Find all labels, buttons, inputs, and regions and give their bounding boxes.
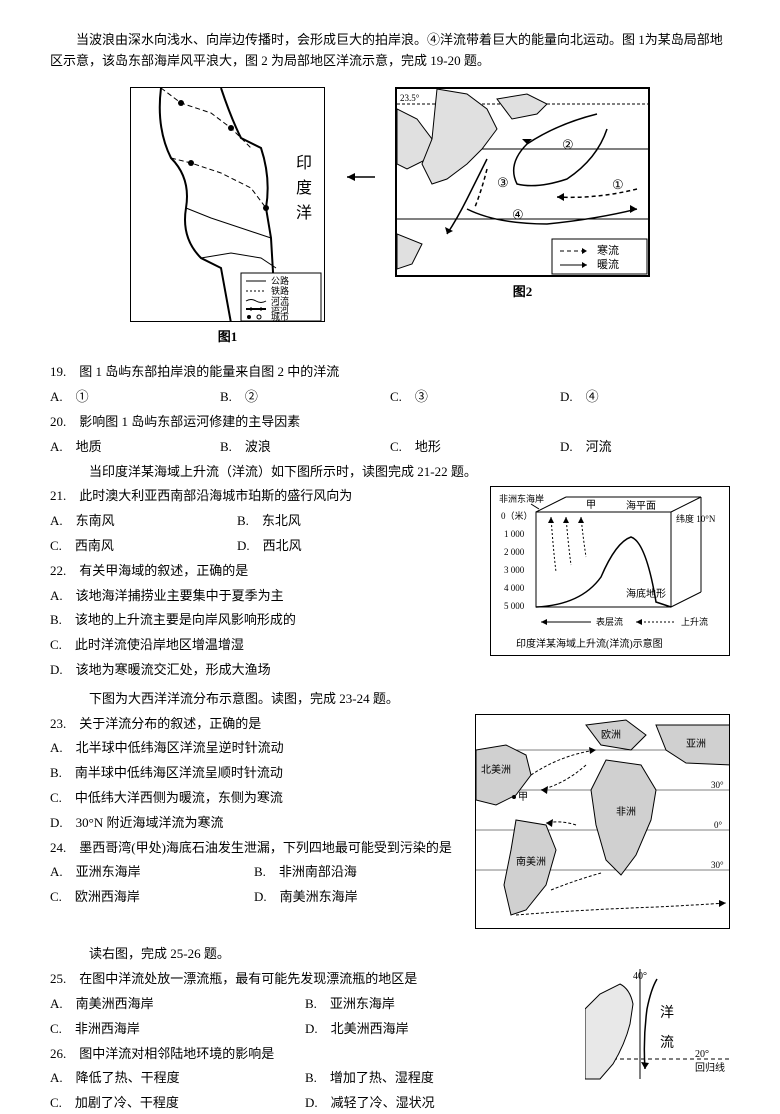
q21-c[interactable]: C. 西南风 bbox=[50, 536, 237, 557]
current-diagram-4: 40° 20° 回归线 洋 流 bbox=[585, 969, 730, 1096]
q25-c[interactable]: C. 非洲西海岸 bbox=[50, 1019, 305, 1040]
q20-stem: 20. 影响图 1 岛屿东部运河修建的主导因素 bbox=[50, 412, 730, 433]
figures-row: 印 度 洋 公路 铁路 河流 运河 城市 图1 23.5° bbox=[50, 87, 730, 348]
q20-a[interactable]: A. 地质 bbox=[50, 437, 220, 458]
svg-text:甲: 甲 bbox=[586, 500, 596, 511]
q20-options: A. 地质 B. 波浪 C. 地形 D. 河流 bbox=[50, 437, 730, 458]
map-figure-2: 23.5° ① ② ③ ④ 寒流 暖流 bbox=[395, 87, 650, 277]
svg-text:海平面: 海平面 bbox=[626, 499, 656, 512]
q24-c[interactable]: C. 欧洲西海岸 bbox=[50, 887, 254, 908]
svg-text:0（米）: 0（米） bbox=[501, 510, 533, 521]
svg-text:城市: 城市 bbox=[271, 311, 289, 322]
section-3-intro: 下图为大西洋洋流分布示意图。读图，完成 23-24 题。 bbox=[89, 689, 730, 710]
svg-text:1 000: 1 000 bbox=[504, 529, 525, 539]
q19-d[interactable]: D. ④ bbox=[560, 387, 730, 408]
svg-text:甲: 甲 bbox=[518, 792, 528, 803]
svg-text:表层流: 表层流 bbox=[596, 616, 623, 627]
svg-text:洋: 洋 bbox=[296, 204, 312, 222]
q20-d[interactable]: D. 河流 bbox=[560, 437, 730, 458]
q24-options-1: A. 亚洲东海岸 B. 非洲南部沿海 bbox=[50, 862, 458, 883]
svg-text:海底地形: 海底地形 bbox=[626, 587, 666, 600]
q26-options-1: A. 降低了热、干程度 B. 增加了热、湿程度 bbox=[50, 1068, 560, 1089]
q19-stem: 19. 图 1 岛屿东部拍岸浪的能量来自图 2 中的洋流 bbox=[50, 362, 730, 383]
svg-text:印: 印 bbox=[296, 154, 312, 172]
q24-a[interactable]: A. 亚洲东海岸 bbox=[50, 862, 254, 883]
q26-options-2: C. 加剧了冷、干程度 D. 减轻了冷、湿状况 bbox=[50, 1093, 560, 1114]
svg-text:23.5°: 23.5° bbox=[400, 93, 420, 103]
q19-a[interactable]: A. ① bbox=[50, 387, 220, 408]
q21-b[interactable]: B. 东北风 bbox=[237, 511, 424, 532]
svg-text:0°: 0° bbox=[714, 820, 723, 830]
section-4-intro: 读右图，完成 25-26 题。 bbox=[89, 944, 730, 965]
q19-c[interactable]: C. ③ bbox=[390, 387, 560, 408]
atlantic-diagram: 60° 30° 0° 30° 北美洲 欧洲 亚洲 非洲 南美洲 甲 bbox=[475, 714, 730, 936]
svg-text:寒流: 寒流 bbox=[597, 243, 619, 257]
q25-options-1: A. 南美洲西海岸 B. 亚洲东海岸 bbox=[50, 994, 560, 1015]
svg-text:北美洲: 北美洲 bbox=[481, 763, 511, 776]
fig2-caption: 图2 bbox=[513, 282, 533, 303]
q24-b[interactable]: B. 非洲南部沿海 bbox=[254, 862, 458, 883]
q26-c[interactable]: C. 加剧了冷、干程度 bbox=[50, 1093, 305, 1114]
q21-a[interactable]: A. 东南风 bbox=[50, 511, 237, 532]
q24-d[interactable]: D. 南美洲东海岸 bbox=[254, 887, 458, 908]
q19-options: A. ① B. ② C. ③ D. ④ bbox=[50, 387, 730, 408]
q20-b[interactable]: B. 波浪 bbox=[220, 437, 390, 458]
q21-options-1: A. 东南风 B. 东北风 bbox=[50, 511, 424, 532]
svg-text:欧洲: 欧洲 bbox=[601, 729, 621, 741]
svg-text:南美洲: 南美洲 bbox=[516, 855, 546, 868]
svg-text:3 000: 3 000 bbox=[504, 565, 525, 575]
svg-text:度: 度 bbox=[296, 179, 312, 197]
q26-d[interactable]: D. 减轻了冷、湿状况 bbox=[305, 1093, 560, 1114]
map-figure-1: 印 度 洋 公路 铁路 河流 运河 城市 bbox=[130, 87, 325, 322]
svg-text:上升流: 上升流 bbox=[681, 616, 708, 627]
svg-text:暖流: 暖流 bbox=[597, 257, 619, 271]
arrow-connector bbox=[345, 87, 375, 267]
q26-b[interactable]: B. 增加了热、湿程度 bbox=[305, 1068, 560, 1089]
q25-a[interactable]: A. 南美洲西海岸 bbox=[50, 994, 305, 1015]
svg-text:印度洋某海域上升流(洋流)示意图: 印度洋某海域上升流(洋流)示意图 bbox=[516, 637, 663, 650]
q21-d[interactable]: D. 西北风 bbox=[237, 536, 424, 557]
svg-text:②: ② bbox=[562, 137, 574, 152]
figure-2: 23.5° ① ② ③ ④ 寒流 暖流 图2 bbox=[395, 87, 650, 303]
svg-text:①: ① bbox=[612, 177, 624, 192]
svg-text:非洲东海岸: 非洲东海岸 bbox=[499, 493, 544, 504]
svg-text:公路: 公路 bbox=[271, 275, 289, 286]
intro-text: 当波浪由深水向浅水、向岸边传播时，会形成巨大的拍岸浪。④洋流带着巨大的能量向北运… bbox=[50, 30, 730, 72]
svg-text:非洲: 非洲 bbox=[616, 806, 636, 818]
section-2-intro: 当印度洋某海域上升流（洋流）如下图所示时，读图完成 21-22 题。 bbox=[89, 462, 730, 483]
q24-options-2: C. 欧洲西海岸 D. 南美洲东海岸 bbox=[50, 887, 458, 908]
q19-b[interactable]: B. ② bbox=[220, 387, 390, 408]
svg-text:亚洲: 亚洲 bbox=[686, 738, 706, 750]
svg-text:回归线: 回归线 bbox=[695, 1061, 725, 1074]
svg-text:③: ③ bbox=[497, 175, 509, 190]
upwelling-diagram: 非洲东海岸 甲 海平面 纬度 10°N 0（米） 1 000 2 000 3 0… bbox=[490, 486, 730, 663]
q26-a[interactable]: A. 降低了热、干程度 bbox=[50, 1068, 305, 1089]
figure-1: 印 度 洋 公路 铁路 河流 运河 城市 图1 bbox=[130, 87, 325, 348]
q25-options-2: C. 非洲西海岸 D. 北美洲西海岸 bbox=[50, 1019, 560, 1040]
svg-text:流: 流 bbox=[660, 1035, 674, 1051]
svg-text:40°: 40° bbox=[633, 971, 647, 982]
svg-text:2 000: 2 000 bbox=[504, 547, 525, 557]
q21-options-2: C. 西南风 D. 西北风 bbox=[50, 536, 424, 557]
svg-text:铁路: 铁路 bbox=[271, 285, 289, 296]
fig1-caption: 图1 bbox=[218, 327, 238, 348]
svg-text:纬度 10°N: 纬度 10°N bbox=[676, 513, 716, 524]
svg-text:4 000: 4 000 bbox=[504, 583, 525, 593]
q20-c[interactable]: C. 地形 bbox=[390, 437, 560, 458]
svg-text:30°: 30° bbox=[711, 780, 724, 790]
svg-text:④: ④ bbox=[512, 207, 524, 222]
q25-b[interactable]: B. 亚洲东海岸 bbox=[305, 994, 560, 1015]
q25-d[interactable]: D. 北美洲西海岸 bbox=[305, 1019, 560, 1040]
svg-text:20°: 20° bbox=[695, 1049, 709, 1060]
svg-text:30°: 30° bbox=[711, 860, 724, 870]
svg-text:洋: 洋 bbox=[660, 1005, 674, 1021]
svg-text:5 000: 5 000 bbox=[504, 601, 525, 611]
